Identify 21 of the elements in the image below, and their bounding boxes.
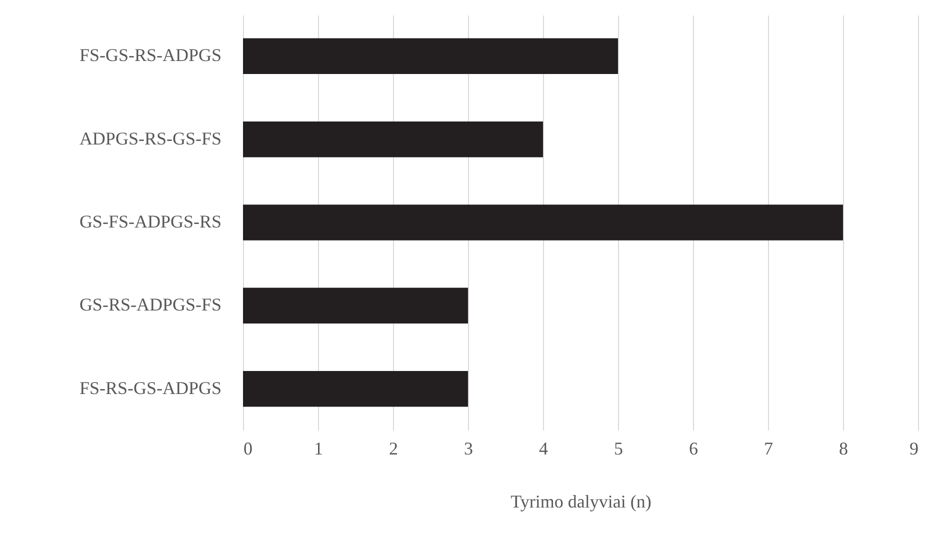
x-tick-label: 6	[689, 438, 698, 458]
y-tick-label: GS-FS-ADPGS-RS	[79, 212, 222, 232]
bar	[243, 38, 618, 74]
bar	[243, 204, 843, 240]
x-tick-label: 0	[244, 438, 252, 458]
y-tick-label: ADPGS-RS-GS-FS	[79, 128, 222, 148]
x-tick-label: 9	[910, 438, 918, 458]
x-tick-label: 8	[839, 438, 848, 458]
y-tick-label: FS-GS-RS-ADPGS	[79, 45, 222, 66]
bar	[243, 288, 468, 324]
x-tick-label: 5	[614, 438, 623, 458]
x-tick-label: 1	[314, 438, 323, 458]
bar	[243, 370, 468, 407]
y-tick-label: GS-RS-ADPGS-FS	[79, 294, 222, 315]
x-tick-label: 2	[389, 438, 398, 458]
x-tick-label: 3	[464, 438, 473, 458]
x-tick-label: 7	[764, 438, 773, 458]
y-tick-label: FS-RS-GS-ADPGS	[79, 378, 222, 398]
x-tick-label: 4	[539, 438, 548, 458]
x-axis-title: Tyrimo dalyviai (n)	[510, 492, 652, 512]
bar	[243, 121, 543, 158]
